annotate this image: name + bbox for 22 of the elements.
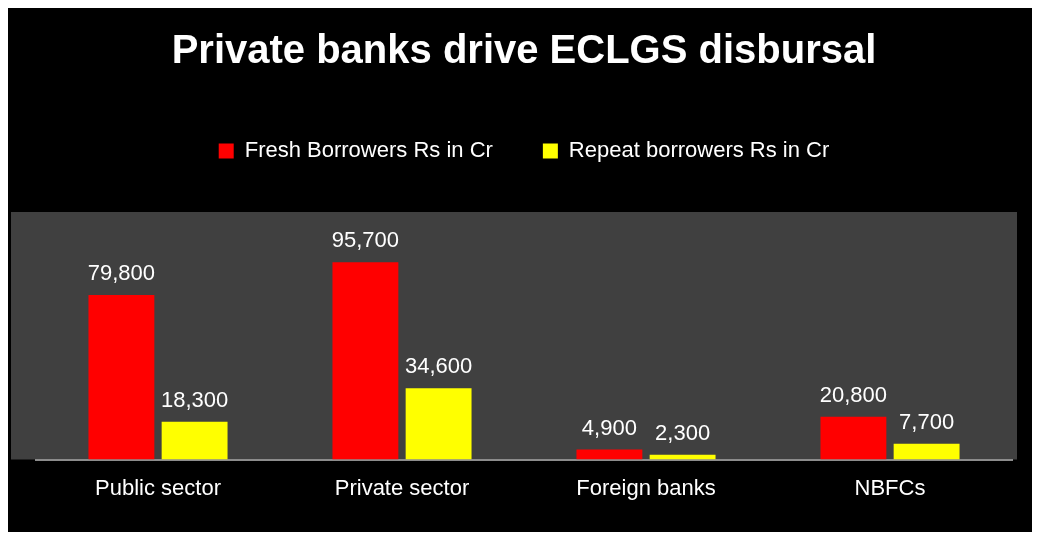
data-label: 20,800 (819, 381, 888, 407)
x-tick-label: Public sector (95, 474, 221, 500)
data-label: 95,700 (331, 227, 400, 253)
bar (820, 416, 887, 460)
x-tick-label: Foreign banks (576, 474, 716, 500)
bar (332, 262, 399, 460)
x-tick-label: Private sector (334, 474, 470, 500)
bar (88, 294, 155, 460)
bar (576, 449, 643, 460)
chart-title: Private banks drive ECLGS disbursal (171, 27, 877, 72)
bar (161, 421, 228, 460)
data-label: 34,600 (404, 353, 473, 379)
data-label: 18,300 (160, 386, 229, 412)
bar (405, 388, 472, 460)
data-label: 7,700 (899, 408, 955, 434)
legend-label: Repeat borrowers Rs in Cr (568, 137, 830, 163)
x-tick-label: NBFCs (854, 474, 926, 500)
data-label: 4,900 (581, 414, 637, 440)
data-label: 2,300 (655, 419, 711, 445)
bar (893, 443, 960, 460)
legend-label: Fresh Borrowers Rs in Cr (244, 137, 493, 163)
data-label: 79,800 (87, 260, 156, 286)
